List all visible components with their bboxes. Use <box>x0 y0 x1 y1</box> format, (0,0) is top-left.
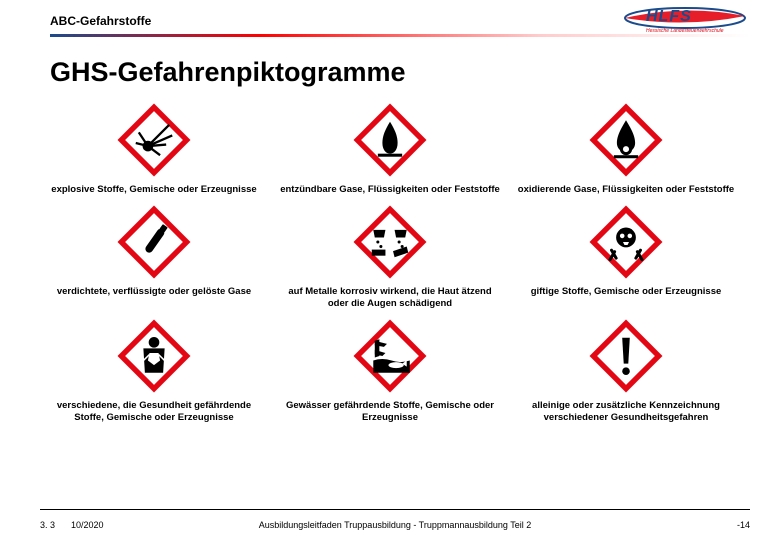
footer: 3. 3 10/2020 Ausbildungsleitfaden Truppa… <box>40 520 750 530</box>
caption: Gewässer gefährdende Stoffe, Gemische od… <box>280 400 500 424</box>
cell-exclamation: alleinige oder zusätzliche Kennzeichnung… <box>512 318 740 424</box>
cell-oxidizing: oxidierende Gase, Flüssigkeiten oder Fes… <box>512 102 740 196</box>
footer-rule <box>40 509 750 510</box>
cell-environment: Gewässer gefährdende Stoffe, Gemische od… <box>276 318 504 424</box>
logo-text: HLFS <box>646 8 692 26</box>
cell-gas-cylinder: verdichtete, verflüssigte oder gelöste G… <box>40 204 268 310</box>
ghs-exclamation-icon <box>588 318 664 394</box>
footer-section: 3. 3 <box>40 520 55 530</box>
pictogram-grid: explosive Stoffe, Gemische oder Erzeugni… <box>0 102 780 423</box>
footer-page: -14 <box>737 520 750 530</box>
footer-date: 10/2020 <box>71 520 104 530</box>
ghs-explosive-icon <box>116 102 192 178</box>
hlfs-logo: HLFS Hessische Landesfeuerwehrschule <box>620 6 750 42</box>
ghs-flammable-icon <box>352 102 428 178</box>
ghs-corrosive-icon <box>352 204 428 280</box>
header-subject: ABC-Gefahrstoffe <box>50 14 151 28</box>
footer-left: 3. 3 10/2020 <box>40 520 104 530</box>
caption: giftige Stoffe, Gemische oder Erzeugniss… <box>531 286 722 298</box>
ghs-oxidizing-icon <box>588 102 664 178</box>
caption: auf Metalle korrosiv wirkend, die Haut ä… <box>280 286 500 310</box>
header: ABC-Gefahrstoffe HLFS Hessische Landesfe… <box>0 0 780 28</box>
caption: verschiedene, die Gesundheit gefährdende… <box>44 400 264 424</box>
ghs-toxic-icon <box>588 204 664 280</box>
footer-center: Ausbildungsleitfaden Truppausbildung - T… <box>40 520 750 530</box>
ghs-environment-icon <box>352 318 428 394</box>
caption: oxidierende Gase, Flüssigkeiten oder Fes… <box>518 184 734 196</box>
cell-health-hazard: verschiedene, die Gesundheit gefährdende… <box>40 318 268 424</box>
caption: alleinige oder zusätzliche Kennzeichnung… <box>516 400 736 424</box>
cell-flammable: entzündbare Gase, Flüssigkeiten oder Fes… <box>276 102 504 196</box>
logo-subtitle: Hessische Landesfeuerwehrschule <box>646 28 724 34</box>
cell-corrosive: auf Metalle korrosiv wirkend, die Haut ä… <box>276 204 504 310</box>
ghs-gas-cylinder-icon <box>116 204 192 280</box>
caption: verdichtete, verflüssigte oder gelöste G… <box>57 286 251 298</box>
caption: entzündbare Gase, Flüssigkeiten oder Fes… <box>280 184 500 196</box>
page-title: GHS-Gefahrenpiktogramme <box>50 57 780 88</box>
cell-toxic: giftige Stoffe, Gemische oder Erzeugniss… <box>512 204 740 310</box>
caption: explosive Stoffe, Gemische oder Erzeugni… <box>51 184 256 196</box>
cell-explosive: explosive Stoffe, Gemische oder Erzeugni… <box>40 102 268 196</box>
ghs-health-hazard-icon <box>116 318 192 394</box>
